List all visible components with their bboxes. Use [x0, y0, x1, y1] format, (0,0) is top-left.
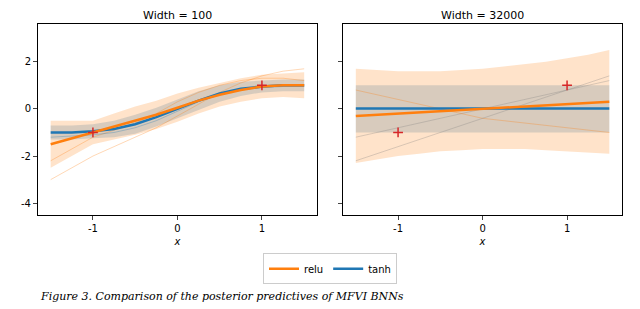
- svg-text:x: x: [479, 236, 486, 247]
- svg-text:Figure 3. Comparison of the po: Figure 3. Comparison of the posterior pr…: [40, 290, 404, 303]
- svg-text:1: 1: [259, 223, 265, 234]
- svg-text:0: 0: [25, 103, 31, 114]
- svg-text:Width = 100: Width = 100: [143, 9, 212, 22]
- svg-text:1: 1: [564, 223, 570, 234]
- svg-text:Width = 32000: Width = 32000: [441, 9, 524, 22]
- svg-text:-1: -1: [88, 223, 98, 234]
- svg-text:0: 0: [479, 223, 485, 234]
- svg-text:0: 0: [174, 223, 180, 234]
- svg-text:-2: -2: [21, 151, 31, 162]
- svg-text:2: 2: [25, 56, 31, 67]
- svg-text:-4: -4: [21, 198, 31, 209]
- svg-text:-1: -1: [393, 223, 403, 234]
- svg-text:relu: relu: [304, 264, 323, 275]
- svg-text:x: x: [173, 236, 180, 247]
- svg-text:tanh: tanh: [368, 264, 391, 275]
